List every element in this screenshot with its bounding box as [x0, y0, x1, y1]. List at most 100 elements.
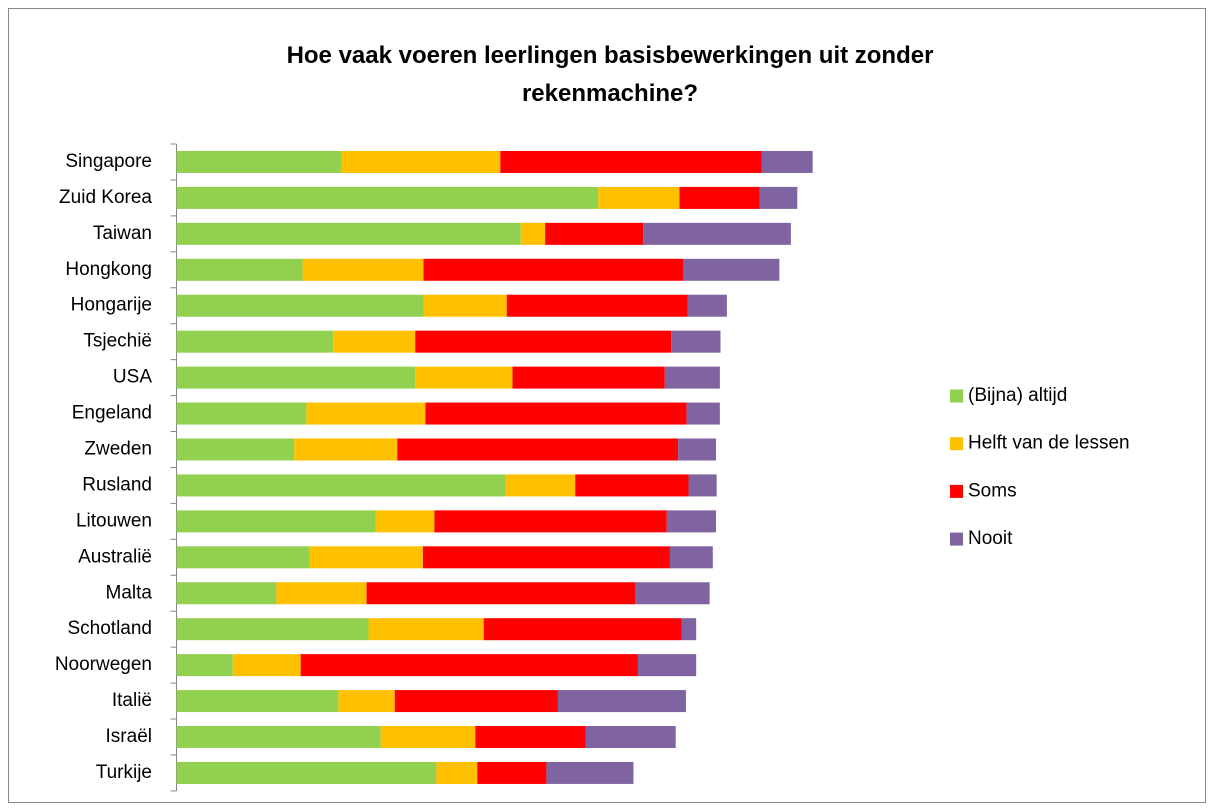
bar-segment — [176, 726, 381, 749]
y-tick-label: Hongarije — [71, 295, 152, 316]
legend-swatch — [950, 484, 963, 498]
bar-segment — [380, 726, 476, 749]
bar-segment — [483, 618, 682, 641]
legend-swatch — [950, 437, 963, 451]
bar-segment — [475, 726, 586, 749]
bar-segment — [643, 222, 791, 245]
bar-segment — [176, 546, 310, 569]
y-tick-label: Italië — [112, 690, 152, 711]
bar-segment — [309, 546, 423, 569]
y-tick-label: Tsjechië — [83, 331, 152, 352]
bar-segment — [397, 438, 679, 461]
bar-segment — [557, 690, 686, 713]
bar-segment — [232, 654, 301, 677]
y-tick-label: Australië — [78, 546, 152, 567]
bar-segment — [434, 510, 667, 533]
bar-segment — [423, 258, 684, 281]
bar-segment — [176, 438, 295, 461]
bar-segment — [422, 546, 670, 569]
bar-segment — [679, 186, 760, 209]
bar-segment — [176, 510, 376, 533]
bar-segment — [176, 294, 424, 317]
bar-segment — [688, 474, 717, 497]
bar-segment — [678, 438, 717, 461]
legend-label: (Bijna) altijd — [968, 385, 1067, 406]
bar-segment — [681, 618, 697, 641]
bar-segment — [302, 258, 424, 281]
bar-segment — [477, 761, 547, 784]
bar-segment — [506, 294, 688, 317]
bar-segment — [176, 330, 334, 353]
bar-segment — [341, 150, 501, 173]
bar-segment — [761, 150, 813, 173]
bar-segment — [176, 402, 307, 425]
bar-segment — [598, 186, 680, 209]
bar-segment — [375, 510, 435, 533]
y-tick-label: Noorwegen — [55, 654, 152, 675]
bar-segment — [176, 222, 521, 245]
y-tick-label: Zuid Korea — [59, 187, 152, 208]
bar-segment — [671, 330, 721, 353]
bar-segment — [683, 258, 780, 281]
legend-label: Nooit — [968, 528, 1013, 549]
bar-segment — [686, 402, 720, 425]
y-tick-label: Hongkong — [65, 259, 152, 280]
bar-segment — [500, 150, 762, 173]
bar-segment — [176, 761, 437, 784]
bar-segment — [423, 294, 507, 317]
bar-segment — [505, 474, 576, 497]
bar-segment — [669, 546, 713, 569]
bar-segment — [333, 330, 416, 353]
y-tick-label: Zweden — [84, 439, 152, 460]
bar-segment — [176, 474, 506, 497]
bar-segment — [176, 258, 303, 281]
bar-segment — [176, 618, 369, 641]
bar-segment — [176, 150, 342, 173]
legend-label: Helft van de lessen — [968, 433, 1130, 454]
y-tick-label: USA — [113, 367, 152, 388]
bar-segment — [687, 294, 727, 317]
y-tick-label: Engeland — [72, 403, 152, 424]
y-tick-label: Turkije — [96, 762, 152, 783]
bar-segment — [635, 582, 710, 605]
bar-segment — [338, 690, 395, 713]
y-tick-label: Rusland — [82, 474, 152, 495]
bar-segment — [176, 582, 277, 605]
bar-segment — [176, 186, 599, 209]
y-tick-label: Israël — [106, 726, 152, 747]
bar-segment — [415, 366, 513, 389]
legend-swatch — [950, 532, 963, 546]
bar-segment — [300, 654, 638, 677]
bar-segment — [436, 761, 478, 784]
y-tick-label: Taiwan — [93, 223, 152, 244]
bar-segment — [176, 690, 339, 713]
bar-segment — [415, 330, 672, 353]
bar-segment — [425, 402, 687, 425]
bar-segment — [520, 222, 546, 245]
bar-segment — [585, 726, 676, 749]
bar-segment — [759, 186, 798, 209]
y-tick-label: Schotland — [67, 618, 152, 639]
bar-segment — [664, 366, 720, 389]
bar-segment — [306, 402, 426, 425]
legend-swatch — [950, 389, 963, 403]
bar-segment — [368, 618, 484, 641]
bar-segment — [276, 582, 367, 605]
bar-segment — [512, 366, 665, 389]
bar-segment — [394, 690, 558, 713]
y-tick-label: Singapore — [65, 151, 152, 172]
legend-label: Soms — [968, 480, 1017, 501]
bar-segment — [666, 510, 717, 533]
y-tick-label: Litouwen — [76, 510, 152, 531]
bar-segment — [545, 222, 644, 245]
bar-segment — [366, 582, 636, 605]
bar-segment — [176, 654, 233, 677]
bar-segment — [176, 366, 416, 389]
y-tick-label: Malta — [106, 582, 153, 603]
chart-title: Hoe vaak voeren leerlingen basisbewerkin… — [287, 42, 934, 107]
bar-segment — [294, 438, 398, 461]
bar-segment — [546, 761, 634, 784]
bar-segment — [575, 474, 689, 497]
bar-segment — [637, 654, 697, 677]
